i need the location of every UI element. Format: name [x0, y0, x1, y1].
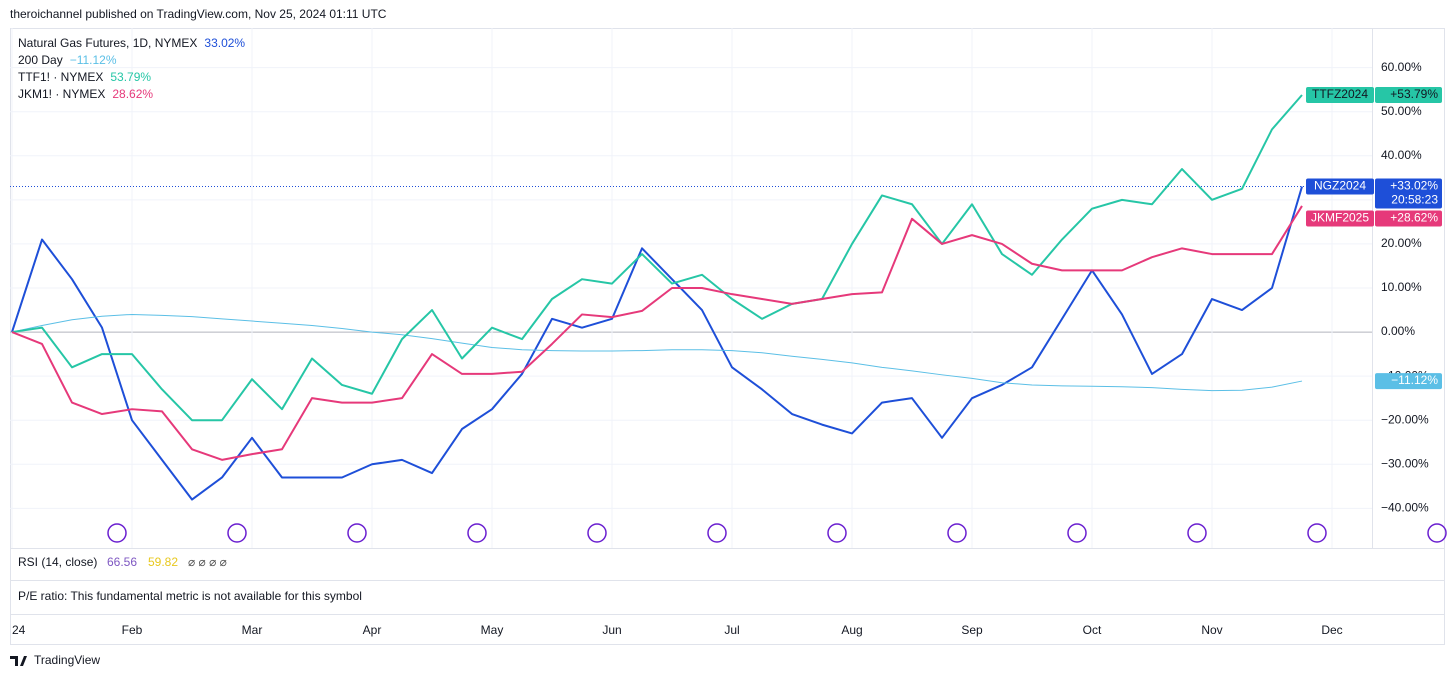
y-tick-label: −30.00% [1381, 456, 1429, 470]
frame [10, 28, 1445, 645]
header: theroichannel published on TradingView.c… [10, 7, 387, 21]
x-tick-label: Mar [242, 623, 263, 637]
series-line [11, 313, 1303, 392]
y-tick-label: 20.00% [1381, 236, 1422, 250]
y-tick-label: 0.00% [1381, 324, 1415, 338]
y-tick-label: 40.00% [1381, 148, 1422, 162]
legend-value: 33.02% [204, 36, 245, 50]
y-tick-label: −20.00% [1381, 412, 1429, 426]
legend-value: −11.12% [70, 53, 117, 67]
logo [10, 656, 27, 666]
symbol-tag-label: TTFZ2024 [1312, 87, 1368, 101]
rsi-label: RSI (14, close) [18, 555, 97, 569]
x-tick-label: Nov [1201, 623, 1222, 637]
event-icon [227, 523, 247, 543]
price-tag-value: +28.62% [1390, 211, 1438, 225]
price-tag [1375, 210, 1442, 227]
x-tick-label: Jul [724, 623, 739, 637]
event-icon [107, 523, 127, 543]
legend-name: Natural Gas Futures, 1D, NYMEX [18, 36, 197, 50]
x-tick-label: 24 [12, 623, 26, 637]
legend-name: TTF1! · NYMEX [18, 70, 103, 84]
x-tick-label: May [481, 623, 504, 637]
event-icon [1427, 523, 1447, 543]
x-tick-label: Apr [363, 623, 382, 637]
countdown: 20:58:23 [1391, 193, 1438, 207]
symbol-tag-label: NGZ2024 [1314, 179, 1366, 193]
event-icon [587, 523, 607, 543]
event-icons [107, 523, 1447, 543]
legend-name: 200 Day [18, 53, 63, 67]
footer: TradingView [34, 653, 100, 667]
x-tick-label: Sep [961, 623, 983, 637]
series-line [11, 186, 1303, 501]
event-icon [1067, 523, 1087, 543]
x-tick-label: Jun [602, 623, 621, 637]
y-tick-label: 10.00% [1381, 280, 1422, 294]
event-icon [1307, 523, 1327, 543]
x-tick-label: Oct [1083, 623, 1102, 637]
x-tick-label: Dec [1321, 623, 1342, 637]
event-icon [1187, 523, 1207, 543]
event-icon [467, 523, 487, 543]
series-line [11, 205, 1303, 461]
symbol-tag-label: JKMF2025 [1311, 211, 1369, 225]
pe-note: P/E ratio: This fundamental metric is no… [18, 589, 362, 603]
event-icon [827, 523, 847, 543]
event-icon [947, 523, 967, 543]
price-tag [1375, 373, 1442, 390]
price-tag-value: +33.02% [1390, 179, 1438, 193]
x-tick-label: Aug [841, 623, 862, 637]
legend-name: JKM1! · NYMEX [18, 87, 105, 101]
y-tick-label: 50.00% [1381, 104, 1422, 118]
series-line [11, 94, 1303, 422]
price-tag [1375, 87, 1442, 104]
symbol-tag [1306, 87, 1374, 104]
rsi-rest: ⌀ ⌀ ⌀ ⌀ [188, 555, 227, 569]
event-icon [707, 523, 727, 543]
y-tick-label: −40.00% [1381, 501, 1429, 515]
legend-value: 53.79% [110, 70, 151, 84]
x-tick-label: Feb [122, 623, 143, 637]
rsi-value: 66.56 [107, 555, 137, 569]
symbol-tag [1306, 178, 1374, 195]
symbol-tag [1306, 210, 1374, 227]
price-tag-value: −11.12% [1391, 373, 1438, 387]
price-tag-value: +53.79% [1390, 87, 1438, 101]
price-tag [1375, 178, 1442, 209]
y-tick-label: 60.00% [1381, 60, 1422, 74]
rsi-value: 59.82 [148, 555, 178, 569]
legend-value: 28.62% [112, 87, 153, 101]
event-icon [347, 523, 367, 543]
